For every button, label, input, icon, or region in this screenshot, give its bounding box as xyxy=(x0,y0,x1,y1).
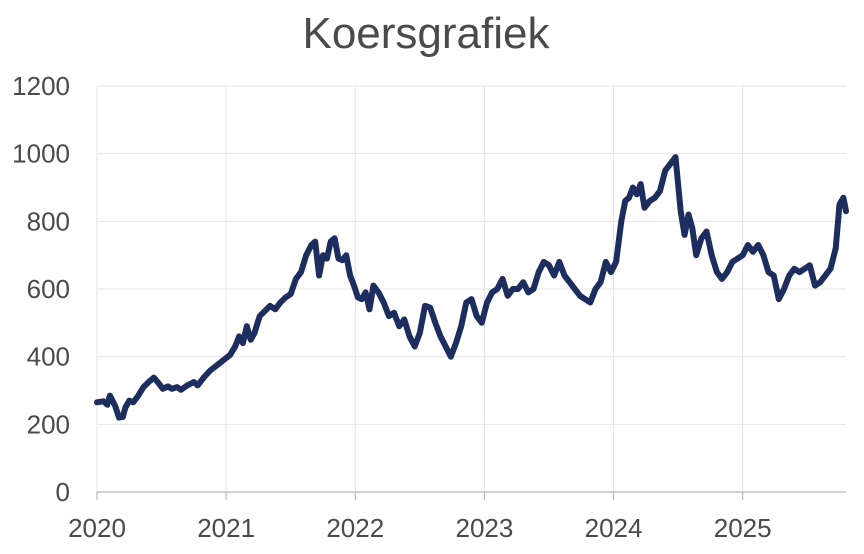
x-tick-label: 2022 xyxy=(326,513,384,543)
chart-title: Koersgrafiek xyxy=(302,9,550,58)
y-tick-label: 600 xyxy=(27,274,70,304)
y-tick-label: 0 xyxy=(56,477,70,507)
y-axis-ticks: 0 200 400 600 800 1000 1200 xyxy=(12,71,70,507)
x-tick-label: 2023 xyxy=(455,513,513,543)
x-tick-label: 2024 xyxy=(585,513,643,543)
x-tick-label: 2021 xyxy=(197,513,255,543)
y-tick-label: 200 xyxy=(27,409,70,439)
y-tick-label: 400 xyxy=(27,342,70,372)
x-tick-label: 2025 xyxy=(714,513,772,543)
y-tick-label: 1000 xyxy=(12,139,70,169)
gridlines xyxy=(96,85,846,492)
price-series-line xyxy=(94,154,849,421)
y-tick-label: 800 xyxy=(27,206,70,236)
x-axis-ticks: 2020 2021 2022 2023 2024 2025 xyxy=(68,492,772,543)
x-tick-label: 2020 xyxy=(68,513,126,543)
y-tick-label: 1200 xyxy=(12,71,70,101)
